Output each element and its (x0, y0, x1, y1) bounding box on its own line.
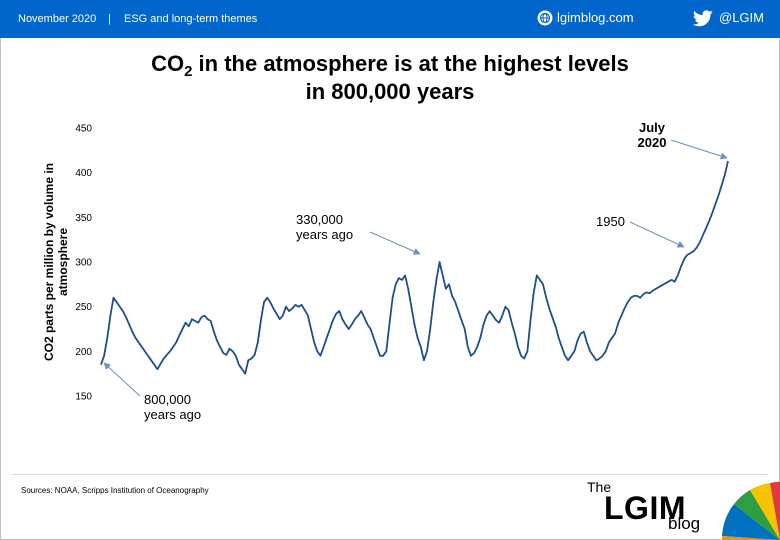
header-bar: November 2020 | ESG and long-term themes… (0, 0, 780, 38)
annotation-label: 330,000 (296, 212, 343, 227)
chart-title-line1: CO2 in the atmosphere is at the highest … (151, 51, 629, 80)
y-tick-label: 200 (75, 347, 92, 358)
twitter-bird-icon[interactable] (693, 10, 713, 27)
y-tick-label: 300 (75, 258, 92, 269)
y-tick-label: 450 (75, 124, 92, 135)
annotation-arrow (670, 139, 728, 160)
y-tick-label: 400 (75, 168, 92, 179)
y-tick-label: 150 (75, 392, 92, 403)
header-date: November 2020 (18, 13, 97, 25)
annotation-arrow (369, 231, 421, 255)
y-tick-label: 350 (75, 213, 92, 224)
annotation-label: years ago (144, 407, 201, 422)
logo-blog-text: blog (668, 514, 701, 533)
co2-series-line (100, 160, 729, 375)
annotation-label: July (639, 120, 666, 135)
annotation-arrow (103, 362, 141, 397)
annotation-label: years ago (296, 227, 353, 242)
globe-icon[interactable] (537, 10, 553, 26)
source-note: Sources: NOAA, Scripps Institution of Oc… (21, 486, 209, 495)
header-site-link[interactable]: lgimblog.com (557, 10, 634, 25)
annotation: 1950 (596, 214, 685, 248)
y-tick-label: 250 (75, 302, 92, 313)
chart-title-line2: in 800,000 years (305, 79, 475, 104)
annotation-label: 2020 (638, 135, 667, 150)
header-topic-link[interactable]: ESG and long-term themes (124, 13, 258, 25)
header-handle-link[interactable]: @LGIM (719, 10, 764, 25)
annotation-label: 800,000 (144, 392, 191, 407)
annotation-arrow (629, 221, 685, 248)
logo-the-text: The (587, 479, 612, 495)
annotation-label: 1950 (596, 214, 625, 229)
logo-lgim-text: LGIM (604, 490, 686, 526)
footer-divider (12, 474, 768, 475)
lgim-blog-logo[interactable] (584, 480, 780, 540)
header-separator: | (108, 13, 111, 25)
